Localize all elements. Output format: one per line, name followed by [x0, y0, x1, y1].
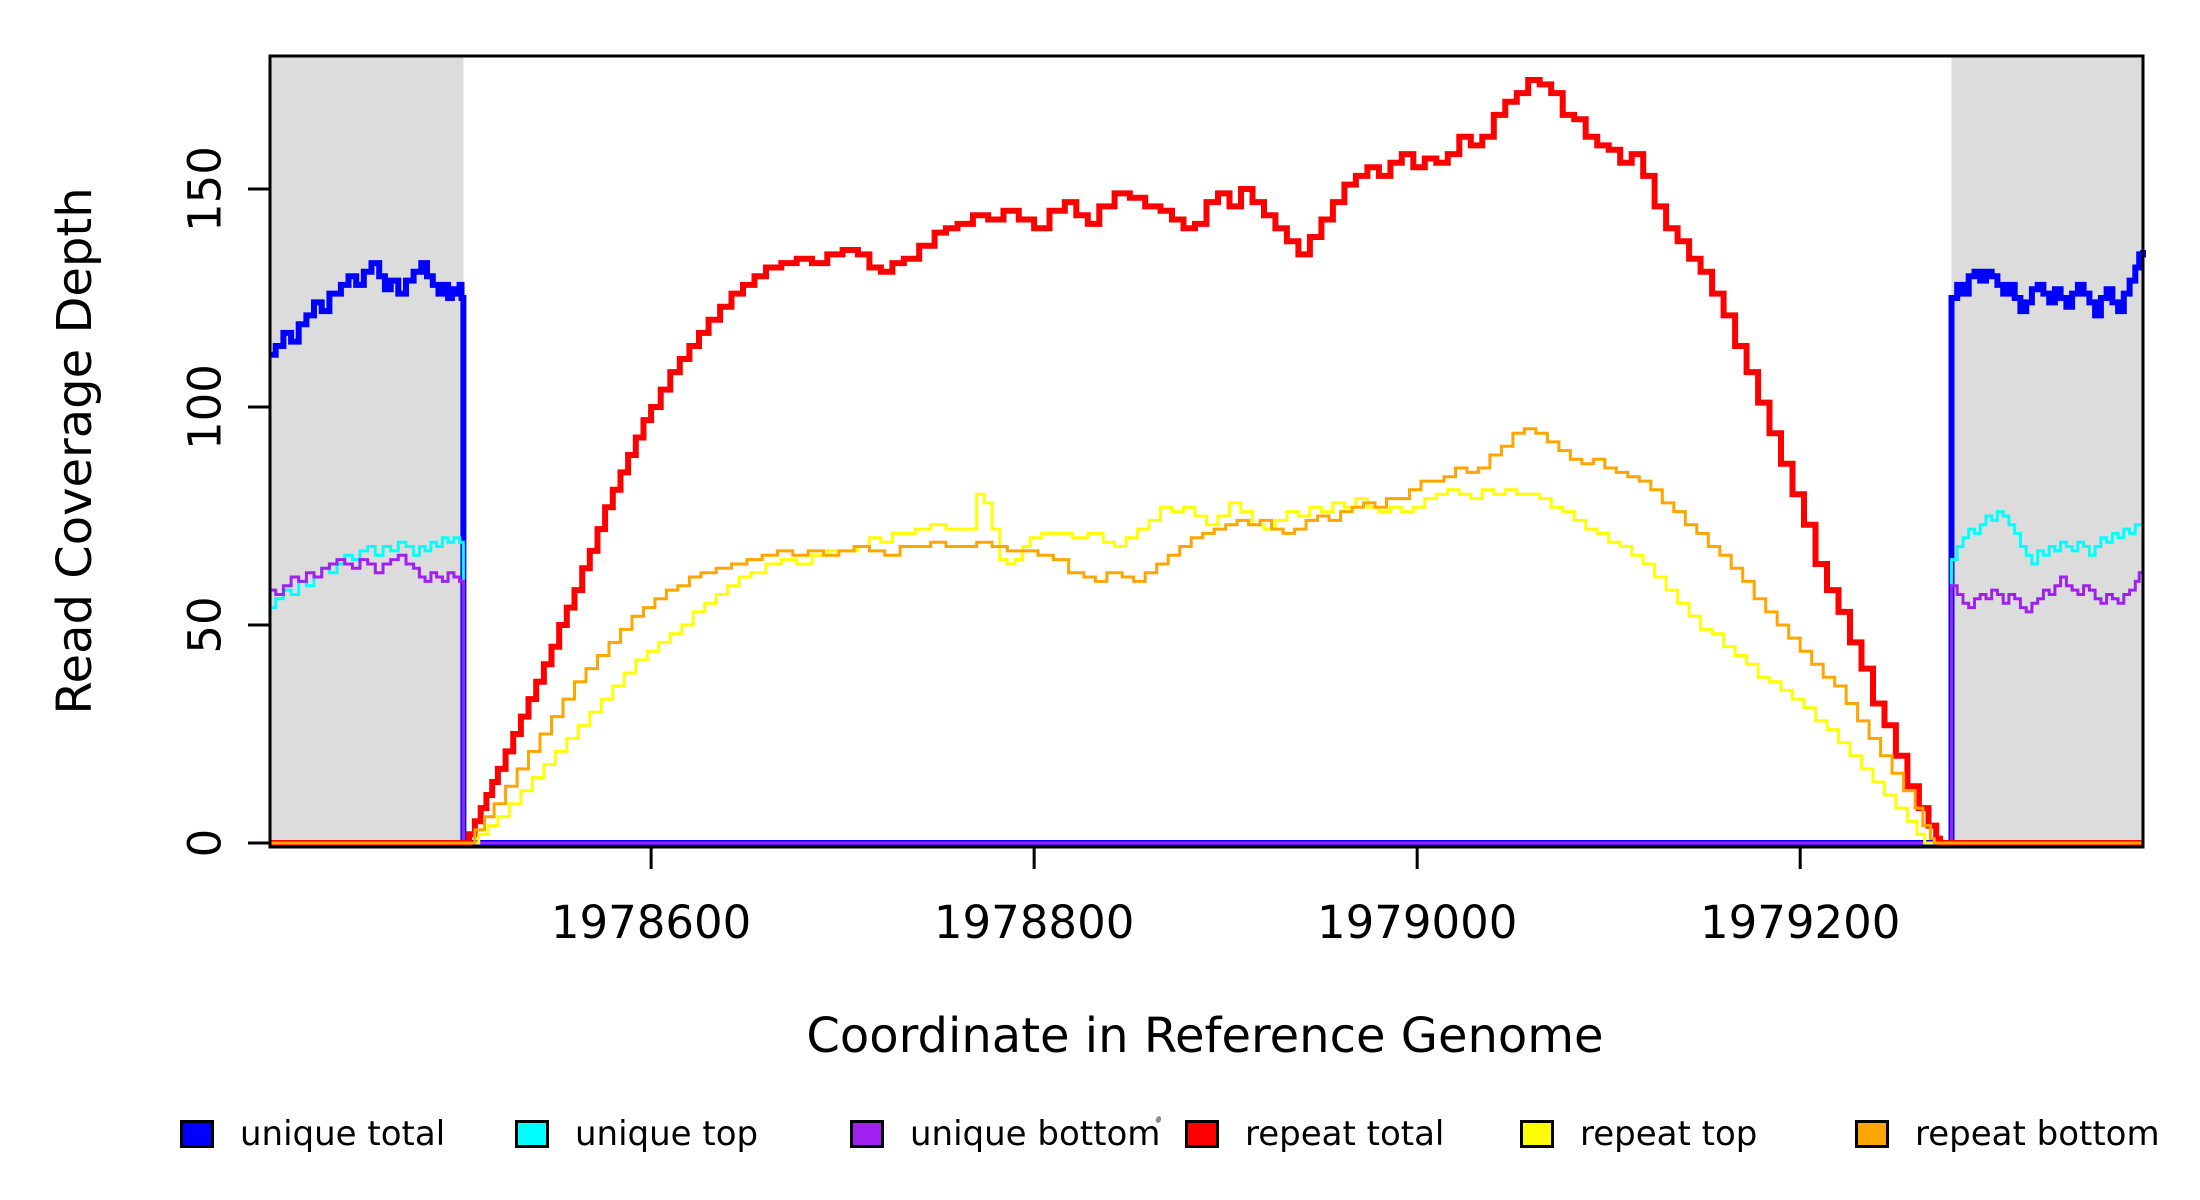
plot-box: [268, 54, 2145, 849]
x-tick-label-1978800: 1978800: [933, 896, 1135, 949]
x-tick-label-1978600: 1978600: [550, 896, 752, 949]
legend-swatch-icon: [1855, 1120, 1889, 1148]
y-tick-label-100: 100: [178, 364, 232, 450]
legend-item-unique-total: unique total: [180, 1112, 445, 1156]
legend-swatch-icon: [515, 1120, 549, 1148]
legend-swatch-icon: [850, 1120, 884, 1148]
legend-swatch-icon: [180, 1120, 214, 1148]
shaded-region-right-flank: [1951, 56, 2143, 847]
x-tick-label-1979200: 1979200: [1699, 896, 1901, 949]
legend-label: unique top: [575, 1114, 759, 1154]
y-tick-label-150: 150: [178, 146, 232, 232]
y-axis-title: Read Coverage Depth: [47, 187, 103, 715]
series-line-repeat-bottom: [270, 427, 2143, 845]
x-tick-label-1979000: 1979000: [1316, 896, 1518, 949]
legend-label: repeat bottom: [1915, 1114, 2160, 1154]
series-line-unique-total: [270, 250, 2146, 846]
legend-item-unique-top: unique top: [515, 1112, 758, 1156]
series-line-unique-top: [270, 510, 2145, 845]
legend-swatch-icon: [1520, 1120, 1554, 1148]
y-tick-label-50: 50: [178, 596, 232, 654]
legend-item-repeat-top: repeat top: [1520, 1112, 1757, 1156]
x-axis-title: Coordinate in Reference Genome: [806, 1008, 1604, 1064]
legend-item-repeat-bottom: repeat bottom: [1855, 1112, 2160, 1156]
legend-label: repeat total: [1245, 1114, 1445, 1154]
legend-swatch-icon: [1185, 1120, 1219, 1148]
legend-label: unique bottom: [910, 1114, 1161, 1154]
series-line-unique-bottom: [270, 553, 2143, 845]
series-line-repeat-top: [270, 488, 2143, 845]
y-tick-label-0: 0: [178, 828, 232, 858]
legend-label: repeat top: [1580, 1114, 1758, 1154]
legend-label: unique total: [240, 1114, 446, 1154]
series-line-repeat-total: [270, 77, 2143, 846]
legend-item-repeat-total: repeat total: [1185, 1112, 1444, 1156]
legend-item-unique-bottom: unique bottom: [850, 1112, 1160, 1156]
shaded-region-left-flank: [270, 56, 464, 847]
